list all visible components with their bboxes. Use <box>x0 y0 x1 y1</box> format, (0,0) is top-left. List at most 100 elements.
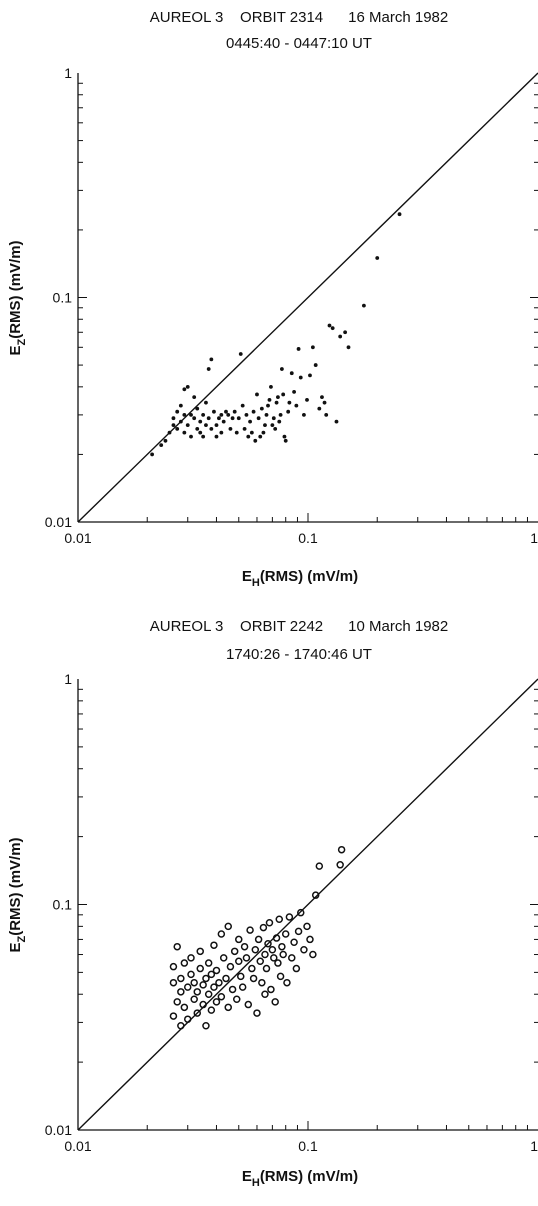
chart1-point <box>308 373 312 378</box>
chart2-point <box>337 845 346 854</box>
chart1-point <box>248 419 252 424</box>
chart1-point <box>171 416 176 421</box>
chart1-point <box>175 426 180 431</box>
chart1-point <box>294 403 299 408</box>
chart1-point <box>343 330 348 335</box>
chart1-point <box>163 438 168 443</box>
chart1-point <box>258 434 263 439</box>
chart2-y-tick-label: 0.1 <box>53 897 73 913</box>
chart1-point <box>209 426 214 431</box>
chart2-point <box>246 926 254 934</box>
chart2-point <box>235 957 243 966</box>
chart2-y-tick-label: 0.01 <box>45 1122 72 1138</box>
chart2-point <box>242 954 251 962</box>
chart1-point <box>255 392 259 397</box>
chart2-point <box>254 935 263 944</box>
chart2-point <box>210 941 218 949</box>
chart2-point <box>278 942 286 951</box>
chart2-point <box>258 978 266 987</box>
chart2-point <box>251 945 260 954</box>
chart1-point <box>232 409 237 414</box>
chart1-point <box>230 416 235 421</box>
chart1-point <box>346 345 351 350</box>
chart2-point <box>204 990 213 998</box>
chart2-point <box>173 998 181 1006</box>
chart1-point <box>206 367 211 371</box>
chart2-point <box>177 1021 185 1030</box>
chart2-point <box>274 959 282 967</box>
chart2-point <box>217 930 226 938</box>
chart2-point <box>215 978 223 987</box>
chart2-point <box>217 992 226 1001</box>
chart2-point <box>261 950 269 959</box>
chart1-point <box>214 434 219 439</box>
chart1-point <box>185 384 190 389</box>
chart2-x-tick-label: 0.1 <box>298 1138 318 1154</box>
chart1-point <box>259 406 264 411</box>
chart2-title-line2: 1740:26 - 1740:46 UT <box>226 646 372 663</box>
chart1-point <box>204 423 208 428</box>
chart1-point <box>221 419 226 424</box>
chart1-point <box>256 416 261 421</box>
chart1-point <box>189 434 193 439</box>
chart1-point <box>224 409 228 414</box>
chart2-point <box>183 1015 192 1023</box>
chart2-point <box>169 1012 178 1020</box>
chart2-title-orbit: ORBIT 2242 <box>240 618 324 635</box>
chart2-point <box>187 970 195 979</box>
chart1-point <box>249 430 254 435</box>
chart2-point <box>265 918 274 927</box>
chart2-point <box>193 1009 202 1017</box>
chart1-point <box>274 400 279 405</box>
chart1-x-tick-label: 0.01 <box>64 530 91 546</box>
chart2-point <box>268 945 277 954</box>
chart1-point <box>302 412 306 417</box>
chart1-point <box>338 334 343 339</box>
chart2-point <box>303 922 311 931</box>
chart2-point <box>187 954 195 962</box>
chart1-point <box>375 256 380 260</box>
chart1-point <box>397 212 402 217</box>
chart1-point <box>217 416 221 421</box>
chart1-point <box>253 438 258 443</box>
chart2-point <box>232 995 241 1004</box>
chart2-point <box>249 974 258 983</box>
chart2-point <box>309 950 317 959</box>
chart1-point <box>266 403 270 408</box>
chart1-point <box>226 412 231 417</box>
chart2-point <box>283 978 291 987</box>
chart2-point <box>315 862 324 870</box>
chart2-point <box>210 983 218 991</box>
chart1-y-tick-label: 0.01 <box>45 514 72 530</box>
chart1-y-tick-label: 1 <box>64 65 72 81</box>
chart1-x-tick-label: 0.1 <box>298 530 318 546</box>
chart2-point <box>236 972 245 981</box>
chart1-point <box>277 419 282 424</box>
chart1-x-tick-label: 1 <box>530 530 538 546</box>
chart2-point <box>204 959 213 967</box>
chart2-title-date: 10 March 1982 <box>348 618 449 635</box>
chart2-point <box>180 1003 189 1012</box>
chart1-point <box>219 412 224 417</box>
chart1-point <box>279 367 284 371</box>
chart1-point <box>320 395 324 400</box>
chart1-point <box>175 409 180 414</box>
chart1-xlabel: EH(RMS) (mV/m) <box>241 568 359 589</box>
chart2-point <box>199 981 207 989</box>
chart1-point <box>195 426 200 431</box>
chart1-point <box>212 409 216 414</box>
chart1-point <box>236 416 241 421</box>
chart2-point <box>261 990 269 998</box>
chart2-point <box>212 966 221 975</box>
chart1-point <box>185 423 190 428</box>
chart1-point <box>313 363 318 367</box>
chart2-point <box>169 962 178 971</box>
chart2-point <box>253 1009 261 1017</box>
chart1-point <box>261 430 266 435</box>
chart2-point <box>228 985 237 994</box>
chart2-point <box>193 988 202 996</box>
chart1-point <box>322 400 327 405</box>
chart1-point <box>171 423 176 428</box>
chart2-point <box>240 942 249 951</box>
chart2-point <box>248 964 256 973</box>
